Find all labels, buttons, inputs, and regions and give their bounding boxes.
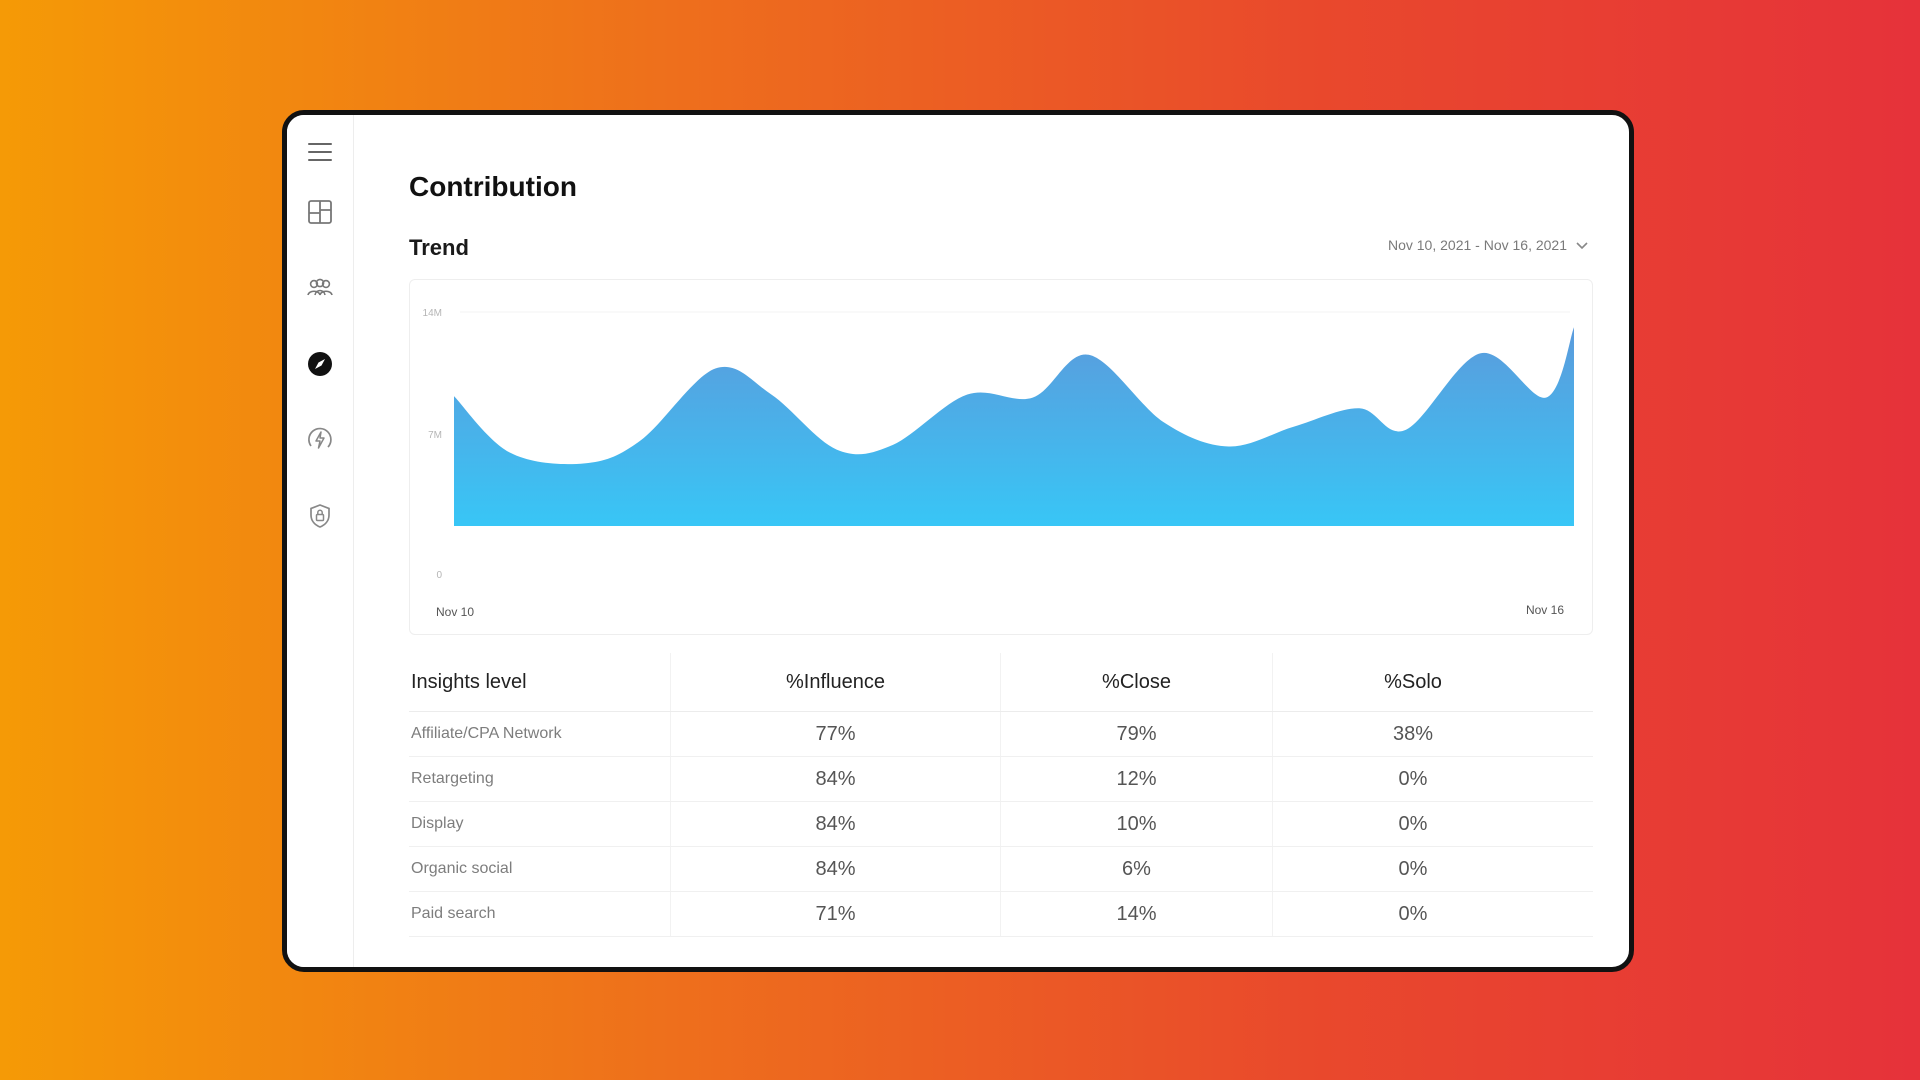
solo-value: 0% (1398, 767, 1428, 790)
trend-chart-svg: 14M 7M 0 Nov 10 Nov 16 (423, 308, 1574, 619)
row-label: Retargeting (409, 757, 671, 801)
table-row[interactable]: Affiliate/CPA Network 77% 79% 38% (409, 712, 1593, 757)
close-value: 14% (1001, 892, 1273, 936)
solo-value: 0% (1398, 902, 1428, 925)
table-row[interactable]: Retargeting 84% 12% 0% (409, 757, 1593, 802)
influence-value: 84% (671, 802, 1001, 846)
table-row[interactable]: Organic social 84% 6% 0% (409, 847, 1593, 892)
influence-value: 84% (671, 757, 1001, 801)
solo-value: 0% (1398, 857, 1428, 880)
shield-lock-icon[interactable] (305, 501, 335, 531)
table-row[interactable]: Display 84% 10% 0% (409, 802, 1593, 847)
row-label: Affiliate/CPA Network (409, 712, 671, 756)
dashboard-icon[interactable] (305, 197, 335, 227)
column-header[interactable]: Insights level (409, 653, 671, 711)
column-header[interactable]: %Influence (671, 653, 1001, 711)
page-title: Contribution (409, 171, 577, 202)
compass-icon[interactable] (305, 349, 335, 379)
close-value: 12% (1001, 757, 1273, 801)
row-label: Organic social (409, 847, 671, 891)
influence-value: 84% (671, 847, 1001, 891)
column-header[interactable]: %Solo (1384, 670, 1442, 693)
influence-value: 71% (671, 892, 1001, 936)
date-range-dropdown[interactable]: Nov 10, 2021 - Nov 16, 2021 (1388, 237, 1589, 253)
row-label: Paid search (409, 892, 671, 936)
table-row[interactable]: Paid search 71% 14% 0% (409, 892, 1593, 937)
chevron-down-icon (1576, 242, 1588, 250)
trend-title: Trend (409, 235, 469, 260)
influence-value: 77% (671, 712, 1001, 756)
menu-icon[interactable] (305, 137, 335, 167)
row-label: Display (409, 802, 671, 846)
trend-area (454, 327, 1574, 526)
x-tick-label: Nov 16 (1526, 603, 1564, 617)
y-tick-label: 14M (423, 308, 442, 319)
close-value: 10% (1001, 802, 1273, 846)
x-tick-label: Nov 10 (436, 605, 474, 619)
sidebar (287, 115, 354, 967)
lightning-icon[interactable] (305, 425, 335, 455)
insights-table: Insights level %Influence %Close %Solo A… (409, 653, 1593, 937)
solo-value: 0% (1398, 812, 1428, 835)
users-group-icon[interactable] (305, 273, 335, 303)
close-value: 6% (1001, 847, 1273, 891)
close-value: 79% (1001, 712, 1273, 756)
column-header[interactable]: %Close (1001, 653, 1273, 711)
app-window: Contribution Trend Nov 10, 2021 - Nov 16… (282, 110, 1634, 972)
main-content: Contribution Trend Nov 10, 2021 - Nov 16… (353, 115, 1629, 967)
table-header: Insights level %Influence %Close %Solo (409, 653, 1593, 712)
y-tick-label: 7M (428, 430, 442, 441)
date-range-label: Nov 10, 2021 - Nov 16, 2021 (1387, 237, 1567, 253)
solo-value: 38% (1392, 722, 1434, 745)
y-tick-label: 0 (436, 570, 442, 581)
trend-chart: 14M 7M 0 Nov 10 Nov 16 (409, 279, 1593, 635)
